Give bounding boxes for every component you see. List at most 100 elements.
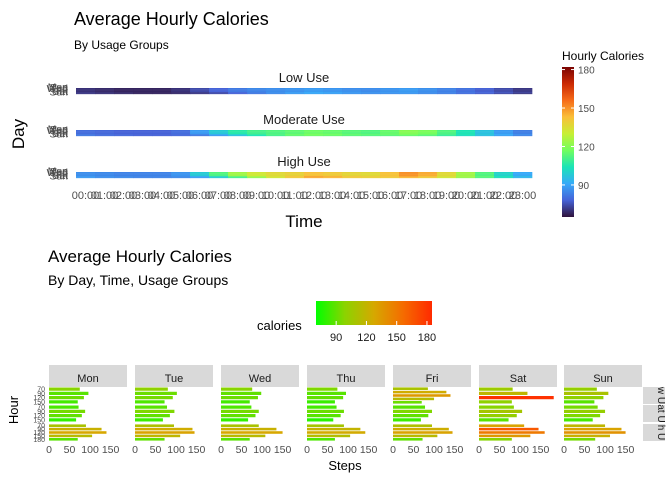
bar-title: Average Hourly Calories <box>48 247 232 266</box>
heatmap-cell <box>228 131 248 133</box>
heatmap-cell <box>361 134 381 136</box>
heatmap-cell <box>228 172 248 174</box>
heatmap-cell <box>95 131 115 133</box>
heatmap-cell <box>76 91 96 93</box>
bar-x-tick-label: 0 <box>476 444 482 456</box>
heatmap-cell <box>494 90 514 92</box>
heatmap-cell <box>209 133 229 135</box>
heatmap-cell <box>247 174 267 176</box>
heatmap-cell <box>456 174 476 176</box>
bar <box>393 390 447 394</box>
heatmap-cell <box>266 88 286 90</box>
heatmap-cell <box>361 89 381 91</box>
bar <box>221 438 250 441</box>
bar-row-strip-label: w U <box>655 386 666 404</box>
heatmap-cell <box>380 175 400 177</box>
heatmap-cell <box>304 88 324 90</box>
heatmap-cell <box>399 173 419 175</box>
heatmap-cell <box>304 132 324 134</box>
heatmap-y-tick-label: Tue <box>50 82 68 94</box>
heatmap-cell <box>380 172 400 174</box>
heatmap-cell <box>437 91 457 93</box>
heatmap-cell <box>437 134 457 136</box>
bar <box>393 424 432 427</box>
heatmap-cell <box>342 176 362 178</box>
heatmap-cell <box>247 130 267 132</box>
bar-x-tick-label: 50 <box>150 444 162 456</box>
heatmap-cell <box>399 175 419 177</box>
heatmap-cell <box>133 135 153 137</box>
heatmap-cell <box>304 173 324 175</box>
heatmap-cell <box>323 131 343 133</box>
heatmap-cell <box>247 131 267 133</box>
heatmap-cell <box>190 88 210 90</box>
bar-column-strip <box>49 365 127 387</box>
heatmap-cell <box>380 131 400 133</box>
bar <box>135 391 177 395</box>
bar <box>393 387 428 390</box>
heatmap-cell <box>228 88 248 90</box>
bar-y-tick-label: 90 <box>37 427 45 434</box>
bar <box>307 434 351 438</box>
heatmap-cell <box>76 88 96 90</box>
heatmap-cell <box>323 89 343 91</box>
heatmap-cell <box>475 131 495 133</box>
heatmap-cell <box>266 177 286 179</box>
bar <box>479 438 512 441</box>
heatmap-cell <box>380 91 400 93</box>
heatmap-cell <box>133 130 153 132</box>
heatmap-cell <box>323 92 343 94</box>
heatmap-cell <box>285 177 305 179</box>
heatmap-cell <box>133 88 153 90</box>
heatmap-cell <box>304 174 324 176</box>
heatmap-cell <box>152 93 172 95</box>
heatmap-legend-colorbar <box>562 67 574 217</box>
heatmap-cell <box>437 131 457 133</box>
bar-x-tick-label: 0 <box>561 444 567 456</box>
heatmap-cell <box>266 134 286 136</box>
bar-column-strip-label: Fri <box>426 373 439 385</box>
heatmap-cell <box>285 134 305 136</box>
heatmap-cell <box>285 130 305 132</box>
heatmap-cell <box>152 172 172 174</box>
heatmap-cell <box>304 89 324 91</box>
heatmap-cell <box>76 132 96 134</box>
bar <box>564 387 597 391</box>
heatmap-cell <box>133 91 153 93</box>
bar <box>49 434 93 438</box>
heatmap-cell <box>228 175 248 177</box>
heatmap-cell <box>475 90 495 92</box>
bar-panel <box>49 424 107 441</box>
bar-panel <box>564 405 606 422</box>
heatmap-cell <box>285 175 305 177</box>
heatmap-cell <box>285 89 305 91</box>
bar-column-strip-label: Mon <box>77 373 98 385</box>
heatmap-cell <box>513 131 533 133</box>
heatmap-chart: Average Hourly Calories By Usage Groups … <box>9 9 644 231</box>
heatmap-cell <box>494 88 514 90</box>
bar-row-strip <box>643 405 665 422</box>
bar-panel <box>221 424 283 441</box>
heatmap-cell <box>513 133 533 135</box>
bar <box>564 438 596 441</box>
bar <box>479 387 513 391</box>
heatmap-cell <box>266 88 286 90</box>
heatmap-cell <box>95 133 115 135</box>
heatmap-cell <box>323 132 343 134</box>
heatmap-cell <box>513 93 533 95</box>
heatmap-cell <box>304 133 324 135</box>
heatmap-y-tick-label: Mon <box>48 81 69 93</box>
heatmap-cell <box>266 90 286 92</box>
bar-x-tick-label: 150 <box>188 444 206 456</box>
heatmap-cell <box>456 90 476 92</box>
heatmap-x-tick-label: 16:00 <box>376 190 404 202</box>
heatmap-cell <box>456 172 476 174</box>
heatmap-y-tick-label: Sun <box>49 87 68 99</box>
bar-column-strip <box>564 365 642 387</box>
heatmap-cell <box>323 130 343 132</box>
heatmap-cell <box>133 177 153 179</box>
heatmap-cell <box>361 176 381 178</box>
heatmap-cell <box>513 91 533 93</box>
heatmap-cell <box>361 92 381 94</box>
heatmap-cell <box>152 174 172 176</box>
